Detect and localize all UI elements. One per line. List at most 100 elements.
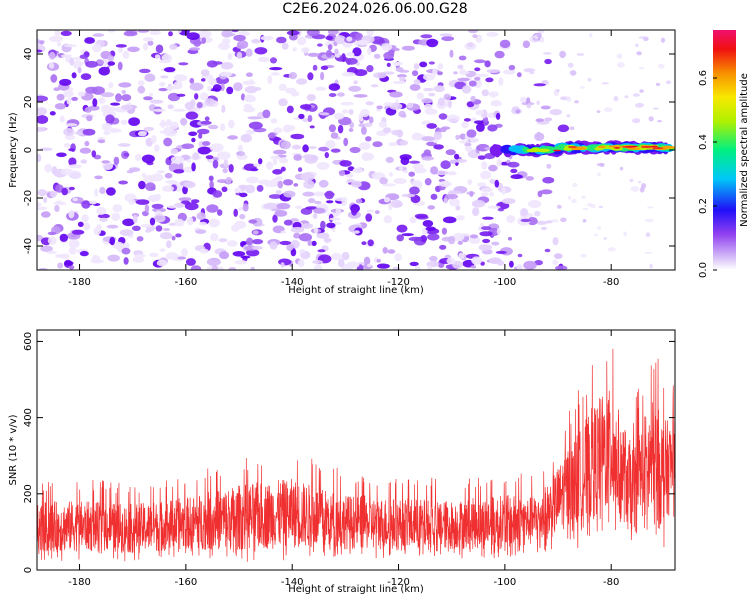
spectral-noise-blob — [43, 197, 48, 203]
spectral-noise-blob — [382, 127, 392, 134]
spectral-noise-blob — [412, 70, 419, 77]
spectral-noise-blob — [64, 260, 74, 266]
spectral-noise-blob — [155, 54, 161, 60]
bottom-x-tick-label: -80 — [603, 577, 619, 588]
spectral-noise-blob — [63, 143, 71, 148]
spectral-noise-blob — [443, 93, 452, 101]
spectral-noise-blob — [263, 202, 278, 210]
spectral-noise-blob — [526, 103, 532, 109]
spectral-noise-blob — [100, 92, 115, 98]
spectral-noise-blob — [382, 247, 388, 254]
signal-band-blob — [622, 146, 636, 148]
spectral-noise-blob — [401, 45, 415, 51]
spectral-noise-blob — [396, 234, 405, 242]
spectral-noise-blob — [446, 114, 460, 123]
spectral-noise-blob — [79, 54, 88, 59]
spectral-noise-blob — [376, 105, 383, 110]
spectral-noise-blob — [469, 137, 479, 143]
spectral-noise-blob — [184, 101, 195, 110]
spectral-noise-blob — [475, 73, 489, 77]
spectral-noise-blob — [302, 191, 315, 197]
spectral-noise-blob — [238, 207, 244, 211]
spectral-noise-blob — [278, 98, 288, 107]
spectral-noise-blob — [307, 114, 313, 123]
spectral-noise-blob — [94, 175, 103, 180]
spectral-noise-blob — [477, 155, 486, 160]
spectral-noise-blob — [486, 69, 501, 73]
spectral-noise-blob — [438, 181, 452, 187]
spectral-noise-blob — [120, 119, 128, 125]
spectral-noise-blob — [222, 168, 228, 174]
spectral-noise-blob — [313, 226, 319, 234]
spectral-noise-blob — [115, 93, 122, 102]
spectral-noise-blob — [378, 121, 388, 128]
spectral-noise-blob — [122, 50, 130, 60]
spectral-noise-blob — [225, 176, 232, 185]
signal-band-blob — [597, 145, 606, 149]
spectral-noise-blob — [166, 240, 172, 249]
spectral-noise-blob — [371, 84, 379, 88]
spectral-noise-blob — [557, 124, 570, 133]
spectral-noise-blob — [240, 133, 252, 143]
spectral-noise-blob — [353, 80, 358, 85]
spectral-noise-blob — [327, 44, 333, 51]
spectral-noise-blob — [258, 179, 271, 185]
spectral-noise-blob — [77, 67, 82, 74]
spectral-noise-blob — [495, 112, 501, 120]
spectral-noise-blob — [443, 197, 448, 204]
spectral-noise-blob — [444, 194, 459, 200]
spectral-noise-blob — [542, 176, 555, 184]
spectral-noise-blob — [510, 174, 523, 180]
spectral-noise-blob — [426, 38, 439, 48]
spectral-noise-blob — [68, 247, 77, 255]
spectral-noise-blob — [470, 265, 477, 269]
spectral-noise-blob — [83, 222, 91, 231]
spectral-noise-blob — [211, 265, 218, 270]
spectral-noise-blob — [260, 35, 274, 41]
spectral-noise-blob — [174, 218, 185, 227]
spectral-noise-blob — [246, 237, 254, 246]
spectral-noise-blob — [186, 159, 191, 163]
spectral-noise-blob — [71, 72, 77, 79]
colorbar-label: Normalized spectral amplitude — [739, 73, 750, 227]
spectral-noise-blob — [389, 172, 393, 177]
spectral-noise-blob — [164, 172, 173, 179]
spectral-noise-blob — [363, 122, 373, 127]
spectral-noise-blob — [309, 125, 315, 129]
spectral-noise-blob — [374, 210, 380, 215]
spectral-noise-blob — [160, 75, 169, 79]
spectral-noise-blob — [234, 187, 241, 194]
spectral-noise-blob — [178, 62, 189, 66]
spectral-noise-blob — [286, 244, 294, 252]
spectral-noise-blob — [85, 60, 99, 68]
spectral-noise-blob — [544, 117, 553, 122]
colorbar — [713, 30, 736, 270]
spectral-noise-blob — [189, 82, 204, 91]
spectral-noise-blob — [80, 159, 88, 164]
spectral-noise-blob — [233, 82, 243, 92]
spectral-noise-blob — [109, 236, 116, 246]
spectral-noise-blob — [298, 233, 313, 242]
spectral-noise-blob — [298, 113, 305, 120]
spectral-noise-blob — [277, 180, 284, 189]
spectral-noise-blob — [501, 187, 506, 195]
spectral-noise-blob — [113, 128, 122, 133]
spectral-noise-blob — [149, 30, 161, 36]
spectral-noise-blob — [497, 208, 505, 212]
spectral-noise-blob — [85, 86, 98, 94]
spectral-noise-blob — [143, 96, 153, 101]
spectral-noise-blob — [286, 105, 294, 114]
spectral-noise-blob — [276, 202, 291, 210]
spectral-noise-blob — [290, 248, 297, 257]
spectral-noise-blob — [246, 249, 260, 257]
spectral-noise-blob — [475, 109, 485, 116]
spectral-noise-blob — [421, 136, 435, 142]
spectral-noise-blob — [335, 208, 342, 216]
spectral-noise-blob — [170, 148, 179, 155]
spectral-noise-blob — [158, 87, 168, 92]
spectral-noise-blob — [480, 261, 485, 266]
spectral-noise-blob — [334, 221, 342, 225]
spectral-noise-blob — [333, 112, 345, 120]
spectral-noise-blob — [145, 182, 156, 191]
spectral-noise-blob — [594, 233, 599, 237]
